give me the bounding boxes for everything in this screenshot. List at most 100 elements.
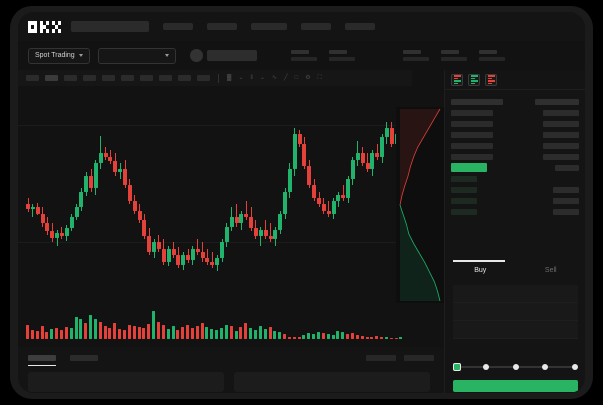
timeframe-button-3[interactable] [83,75,96,81]
global-search-input[interactable] [71,21,149,32]
volume-bar [30,330,34,339]
orderbook-bid-row[interactable] [451,184,579,195]
orderbook-view-both[interactable] [451,73,463,86]
volume-bar [142,328,146,339]
orderbook-ask-row[interactable] [451,118,579,129]
logo-pixel [52,20,55,25]
top-nav-item-4[interactable] [345,23,375,30]
trading-mode-dropdown[interactable]: Spot Trading [28,47,90,64]
candle-body [195,248,200,252]
orders-action-1[interactable] [404,355,434,361]
timeframe-button-6[interactable] [140,75,153,81]
volume-bar [74,317,78,339]
order-field-2[interactable] [453,321,578,339]
line-tool-icon[interactable]: ∿ [271,75,277,81]
candle-body [108,156,113,162]
candle-body [360,153,365,163]
candle [118,86,123,301]
view-icon-bar [487,82,493,84]
camera-icon[interactable]: □ [294,75,299,81]
candle-body [98,153,103,163]
orderbook-view-asks[interactable] [485,73,497,86]
orderbook-list[interactable] [445,90,585,217]
order-field-1[interactable] [453,303,578,321]
volume-bar [263,329,267,339]
candle-body [79,191,84,208]
orderbook-ask-row[interactable] [451,151,579,162]
orders-tab-0[interactable] [28,355,56,366]
ticker-stat-label [402,50,421,54]
candle [186,86,191,301]
volume-bar [375,336,379,339]
slider-dot-3[interactable] [542,363,549,370]
order-field-0[interactable] [453,285,578,303]
timeframe-button-1[interactable] [45,75,58,81]
trading-pair-dropdown[interactable] [97,47,176,64]
top-nav-item-1[interactable] [207,23,237,30]
depth-chart-svg [399,108,441,302]
timeframe-button-4[interactable] [102,75,115,81]
candle-body [166,248,171,262]
orderbook-ask-row[interactable] [451,107,579,118]
orderbook-bid-row[interactable] [451,195,579,206]
orderbook-ask-row[interactable] [451,129,579,140]
volume-bar [98,322,102,339]
trade-tab-sell[interactable]: Sell [544,266,557,274]
orderbook-ask-row[interactable] [451,140,579,151]
trade-tab-buy[interactable]: Buy [474,266,487,274]
candle [355,86,360,301]
chevron-down-icon[interactable]: ⌄ [238,75,244,81]
view-icon-bar [470,80,478,82]
settings-icon[interactable]: ⚙ [305,75,311,81]
orderbook-bid-row[interactable] [451,173,579,184]
orders-card-1 [234,372,430,392]
candle-body [307,166,312,186]
okx-logo[interactable] [28,20,61,33]
fullscreen-icon[interactable]: ⛶ [317,75,322,81]
orderbook-view-bids[interactable] [468,73,480,86]
candle-body [229,217,234,227]
candle-body [321,204,326,211]
chevron-down-icon-2[interactable]: ⌄ [259,75,265,81]
slider-dot-1[interactable] [482,363,489,370]
timeframe-button-8[interactable] [178,75,191,81]
slider-handle[interactable] [453,363,461,371]
orders-action-0[interactable] [366,355,396,361]
timeframe-button-2[interactable] [64,75,77,81]
indicator-icon[interactable]: ▓ [227,75,232,81]
toolbar-divider [218,73,219,83]
candle-body [273,229,278,240]
timeframe-button-0[interactable] [26,75,39,81]
candle-body [40,213,45,224]
top-nav-item-0[interactable] [163,23,193,30]
pencil-icon[interactable]: ╱ [283,75,288,81]
amount-slider[interactable] [453,363,578,371]
volume-bar [161,325,165,339]
volume-bar [84,323,88,339]
candle [113,86,118,301]
orders-tab-1[interactable] [70,355,98,361]
candles-icon[interactable]: ‖ [250,75,253,81]
candle [287,86,292,301]
candle-body [355,153,360,160]
top-nav-item-2[interactable] [251,23,287,30]
candle-body [205,258,210,262]
timeframe-button-7[interactable] [159,75,172,81]
timeframe-button-5[interactable] [121,75,134,81]
slider-dot-4[interactable] [572,363,578,370]
submit-order-button[interactable] [453,380,578,392]
slider-dot-2[interactable] [512,363,519,370]
candle [380,86,385,301]
timeframe-button-9[interactable] [197,75,210,81]
orderbook-spread-row[interactable] [451,162,579,173]
candle-wick [367,153,368,173]
orderbook-bid-row[interactable] [451,206,579,217]
ticker-stat-label [290,50,309,54]
candle-body [84,175,89,192]
candle-wick [260,226,262,246]
top-nav-item-3[interactable] [301,23,331,30]
volume-bar [132,326,136,339]
candle [273,86,278,301]
candlestick-chart[interactable] [18,86,412,301]
candle-body [239,213,244,224]
